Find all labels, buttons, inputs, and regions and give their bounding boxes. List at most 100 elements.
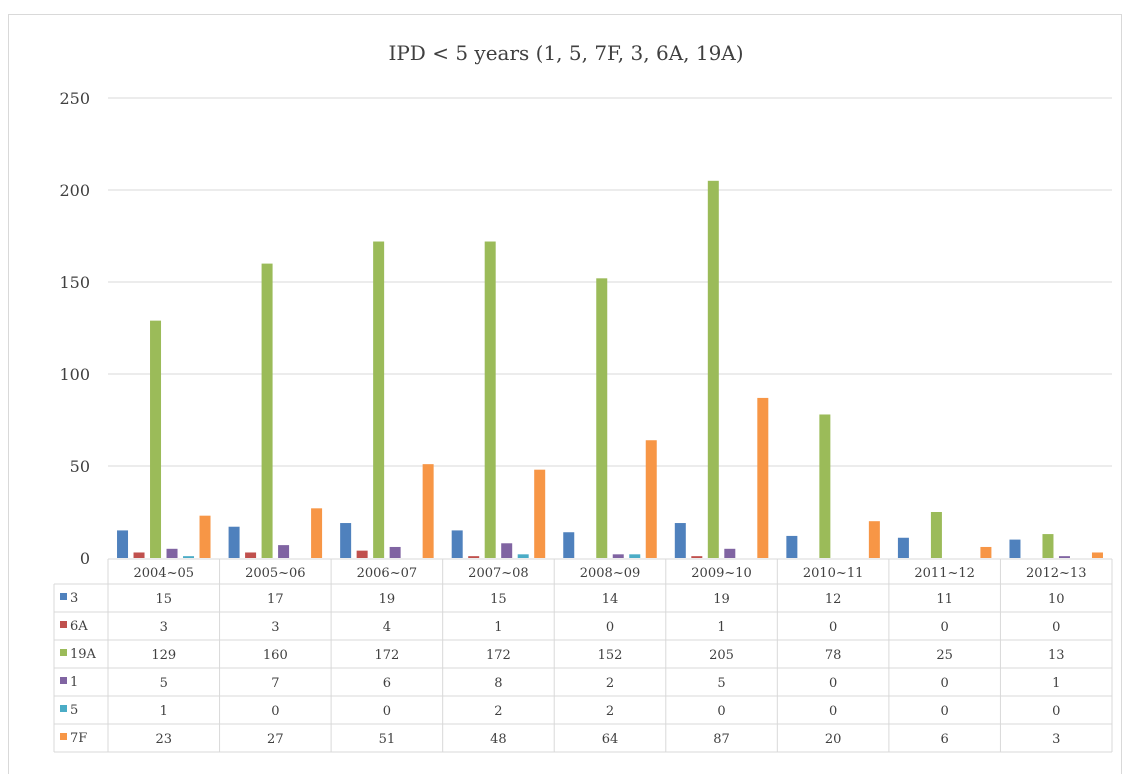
table-cell-value: 19 [713,592,730,607]
bar-3-2006~07 [340,523,352,558]
legend-swatch-19A [60,649,67,656]
table-cell-value: 1 [1052,676,1060,691]
table-cell-value: 7 [271,676,279,691]
table-cell-value: 14 [602,592,619,607]
series-label: 5 [70,703,78,718]
bar-1-2006~07 [389,546,401,558]
table-cell-value: 0 [829,704,837,719]
bar-19A-2011~12 [930,512,942,558]
bar-19A-2006~07 [373,241,385,558]
table-cell-value: 23 [156,732,173,747]
table-cell-value: 0 [717,704,725,719]
table-cell-value: 27 [267,732,284,747]
table-cell-value: 1 [717,620,725,635]
table-cell-value: 172 [374,648,399,663]
category-label: 2007~08 [468,566,529,581]
bar-6A-2004~05 [133,552,145,558]
table-cell-value: 10 [1048,592,1065,607]
data-table: 2004~05 2005~06 2006~07 2007~08 2008~09 2009~… [53,558,1113,753]
category-label: 2010~11 [803,566,864,581]
bar-1-2007~08 [501,543,513,558]
table-cell-value: 0 [1052,620,1060,635]
table-cell-value: 129 [151,648,176,663]
category-label: 2012~13 [1026,566,1087,581]
bar-1-2008~09 [612,554,624,558]
bars [117,180,1103,559]
table-cell-value: 25 [936,648,953,663]
bar-6A-2006~07 [356,550,368,558]
table-cell-value: 3 [271,620,279,635]
table-cell-value: 3 [160,620,168,635]
bar-6A-2005~06 [245,552,257,558]
y-tick-label: 50 [70,457,90,476]
table-cell-value: 78 [825,648,842,663]
series-label: 19A [70,647,97,662]
legend-swatch-6A [60,621,67,628]
bar-7F-2004~05 [199,515,211,558]
bar-5-2008~09 [629,554,641,558]
table-cell-value: 87 [713,732,730,747]
table-cell-value: 1 [494,620,502,635]
bar-3-2008~09 [563,532,575,558]
table-cell-value: 17 [267,592,284,607]
table-cell-value: 0 [941,620,949,635]
table-cell-value: 6 [941,732,949,747]
table-cell-value: 5 [160,676,168,691]
table-cell-value: 172 [486,648,511,663]
bar-19A-2005~06 [261,263,273,558]
bar-3-2007~08 [451,530,463,558]
bar-6A-2007~08 [468,556,480,558]
legend-swatch-5 [60,705,67,712]
legend-swatch-3 [60,593,67,600]
category-label: 2005~06 [245,566,306,581]
category-label: 2004~05 [134,566,195,581]
bar-19A-2009~10 [707,180,719,559]
bar-19A-2004~05 [150,320,162,558]
table-cell-value: 0 [829,620,837,635]
bar-7F-2010~11 [868,521,880,558]
bar-1-2012~13 [1058,556,1070,558]
y-tick-label: 100 [59,365,90,384]
series-label: 3 [70,591,78,606]
category-label: 2008~09 [580,566,641,581]
bar-19A-2012~13 [1042,534,1054,558]
bar-1-2005~06 [278,545,290,558]
table-cell-value: 0 [941,704,949,719]
chart-frame [8,14,1122,774]
table-cell-value: 8 [494,676,502,691]
bar-3-2004~05 [117,530,129,558]
y-tick-label: 250 [59,89,90,108]
bar-19A-2008~09 [596,278,608,558]
category-label: 2006~07 [357,566,418,581]
table-cell-value: 19 [379,592,396,607]
table-cell-value: 64 [602,732,619,747]
bar-1-2004~05 [166,548,178,558]
bar-19A-2010~11 [819,414,831,558]
y-tick-label: 0 [80,549,90,568]
y-axis: 0 50 100 150 200 250 [59,89,90,568]
table-cell-value: 51 [379,732,396,747]
y-tick-label: 150 [59,273,90,292]
table-cell-value: 0 [829,676,837,691]
bar-1-2009~10 [724,548,736,558]
table-cell-value: 48 [490,732,507,747]
bar-7F-2005~06 [311,508,323,558]
table-cell-value: 2 [606,676,614,691]
table-cell-value: 0 [1052,704,1060,719]
bar-19A-2007~08 [484,241,496,558]
bar-6A-2009~10 [691,556,703,558]
gridlines [108,97,1112,467]
category-label: 2011~12 [914,566,975,581]
table-cell-value: 2 [494,704,502,719]
bar-5-2004~05 [183,556,195,558]
table-cell-value: 12 [825,592,842,607]
bar-7F-2012~13 [1091,552,1103,558]
bar-7F-2008~09 [645,440,657,558]
table-cell-value: 0 [606,620,614,635]
bar-3-2005~06 [228,526,240,558]
table-cell-value: 1 [160,704,168,719]
table-cell-value: 160 [263,648,288,663]
y-tick-label: 200 [59,181,90,200]
bar-7F-2007~08 [534,469,546,558]
bar-3-2011~12 [897,537,909,558]
